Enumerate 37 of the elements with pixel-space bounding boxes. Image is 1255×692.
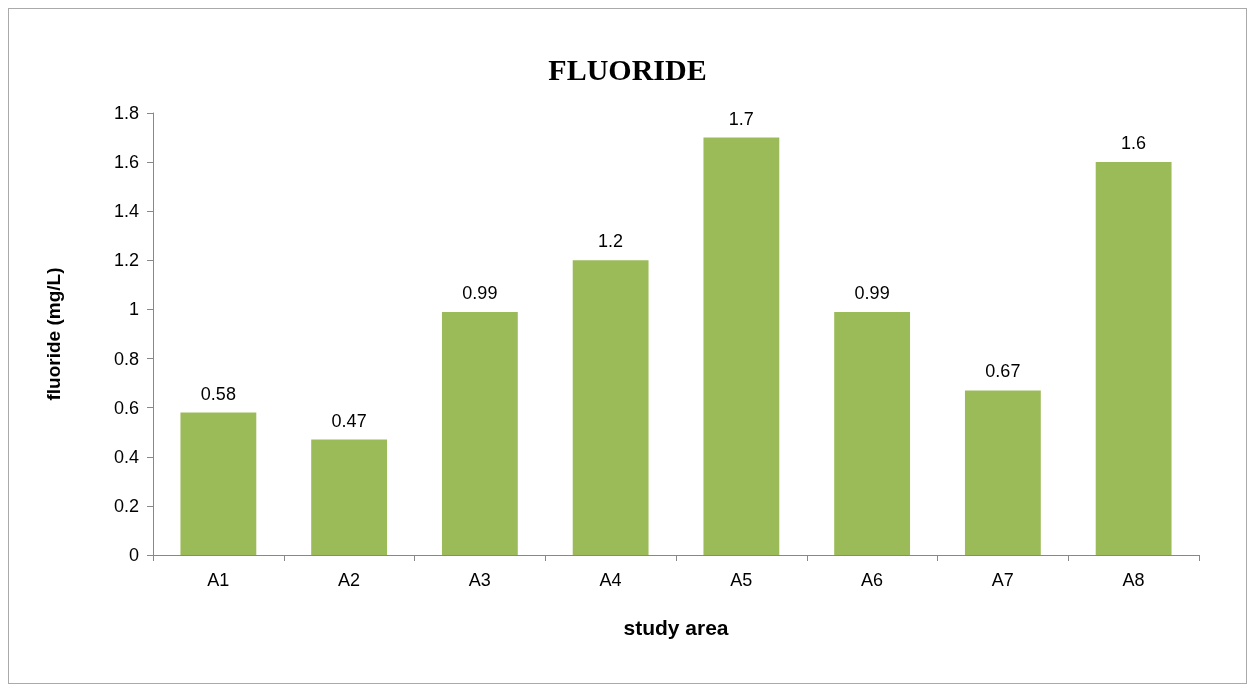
bar (180, 412, 257, 555)
data-label: 0.67 (985, 361, 1021, 382)
y-tick-label: 1.8 (113, 103, 139, 123)
bar (311, 439, 388, 555)
y-axis-title: fluoride (mg/L) (43, 267, 64, 401)
x-tick-label: A3 (468, 570, 491, 590)
data-label: 0.99 (854, 282, 890, 303)
y-tick-label: 1.2 (113, 250, 139, 271)
bar (441, 311, 518, 555)
data-label: 1.7 (728, 108, 754, 129)
x-tick-label: A4 (599, 570, 622, 590)
data-label: 1.6 (1121, 133, 1147, 154)
bar (1095, 162, 1172, 555)
x-axis-title: study area (623, 616, 729, 639)
y-tick-label: 0.6 (113, 397, 139, 418)
y-tick-label: 0.8 (113, 348, 139, 369)
chart-title: FLUORIDE (548, 52, 707, 86)
data-label: 0.58 (200, 383, 236, 404)
data-label: 0.47 (331, 410, 367, 431)
y-tick-label: 1.4 (113, 201, 139, 222)
x-tick-label: A1 (207, 570, 230, 590)
data-label: 0.99 (462, 282, 498, 303)
y-tick-label: 1.6 (113, 152, 139, 173)
x-tick-label: A5 (730, 570, 753, 590)
x-tick-label: A2 (338, 570, 361, 590)
y-tick-label: 0 (128, 545, 139, 565)
bar (703, 137, 780, 555)
y-tick-label: 0.2 (113, 495, 139, 516)
bar (834, 311, 911, 555)
bar (572, 260, 649, 555)
x-tick-label: A8 (1122, 570, 1145, 590)
bar (964, 390, 1041, 555)
x-tick-label: A7 (991, 570, 1014, 590)
y-tick-label: 0.4 (113, 446, 139, 467)
x-tick-label: A6 (861, 570, 884, 590)
data-label: 1.2 (598, 231, 624, 252)
y-tick-label: 1 (128, 299, 139, 320)
